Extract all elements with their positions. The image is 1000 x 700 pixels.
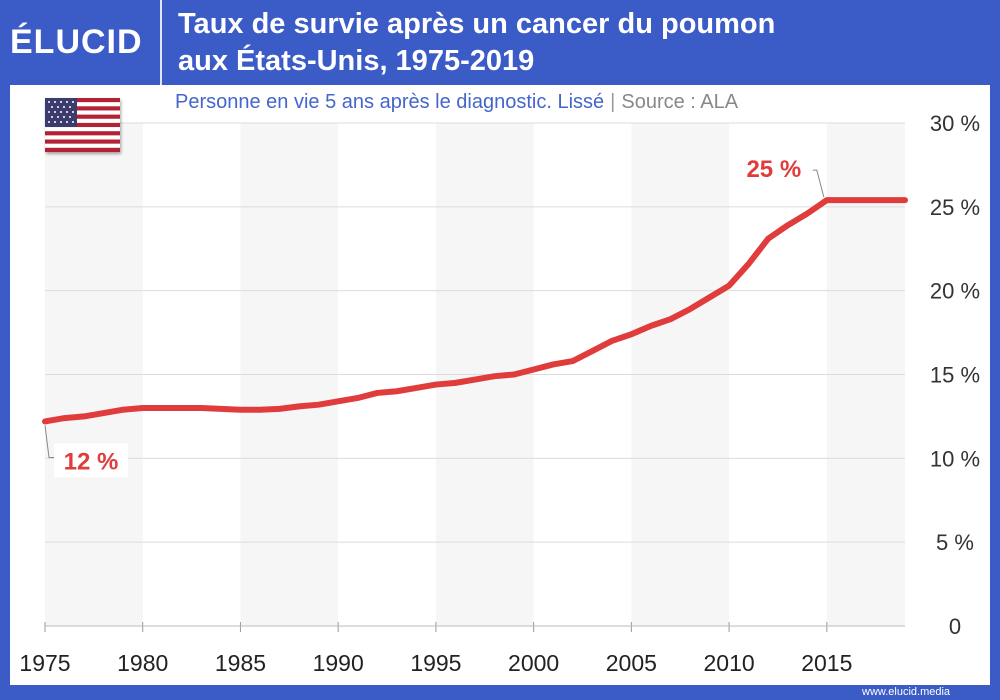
subtitle-text: Personne en vie 5 ans après le diagnosti…: [175, 91, 605, 113]
y-tick-label: 10 %: [930, 446, 980, 471]
data-line: [42, 197, 908, 425]
source-text: Source : ALA: [621, 91, 739, 113]
header-divider: [160, 0, 162, 85]
chart-title: Taux de survie après un cancer du poumon…: [178, 6, 988, 80]
x-tick-label: 2010: [704, 650, 755, 676]
x-tick-label: 1990: [313, 650, 364, 676]
title-line-2: aux États-Unis, 1975-2019: [178, 45, 535, 77]
x-tick-label: 1975: [19, 650, 70, 676]
title-line-1: Taux de survie après un cancer du poumon: [178, 8, 776, 40]
x-tick-label: 2015: [801, 650, 852, 676]
subtitle-separator: |: [610, 91, 616, 113]
annotation-box: [734, 150, 813, 187]
y-tick-label: 0: [949, 614, 961, 639]
y-tick-label: 5 %: [936, 530, 974, 555]
chart-subtitle: Personne en vie 5 ans après le diagnosti…: [175, 89, 905, 115]
y-tick-label: 15 %: [930, 363, 980, 388]
annotation-box: [54, 443, 128, 478]
x-tick-label: 1985: [215, 650, 266, 676]
us-flag-icon: [45, 98, 120, 152]
annotation-label-start: 12 %: [64, 448, 119, 475]
footer-url: www.elucid.media: [862, 686, 951, 698]
y-tick-label: 25 %: [930, 195, 980, 220]
y-tick-label: 30 %: [930, 111, 980, 136]
annotation-leader: [44, 425, 55, 458]
annotation-label-peak: 25 %: [746, 156, 801, 183]
x-tick-label: 1980: [117, 650, 168, 676]
elucid-logo: ÉLUCID: [10, 23, 143, 61]
x-tick-label: 1995: [410, 650, 461, 676]
y-tick-label: 20 %: [930, 279, 980, 304]
header: ÉLUCID Taux de survie après un cancer du…: [0, 0, 1000, 85]
x-tick-label: 2005: [606, 650, 657, 676]
x-tick-label: 2000: [508, 650, 559, 676]
